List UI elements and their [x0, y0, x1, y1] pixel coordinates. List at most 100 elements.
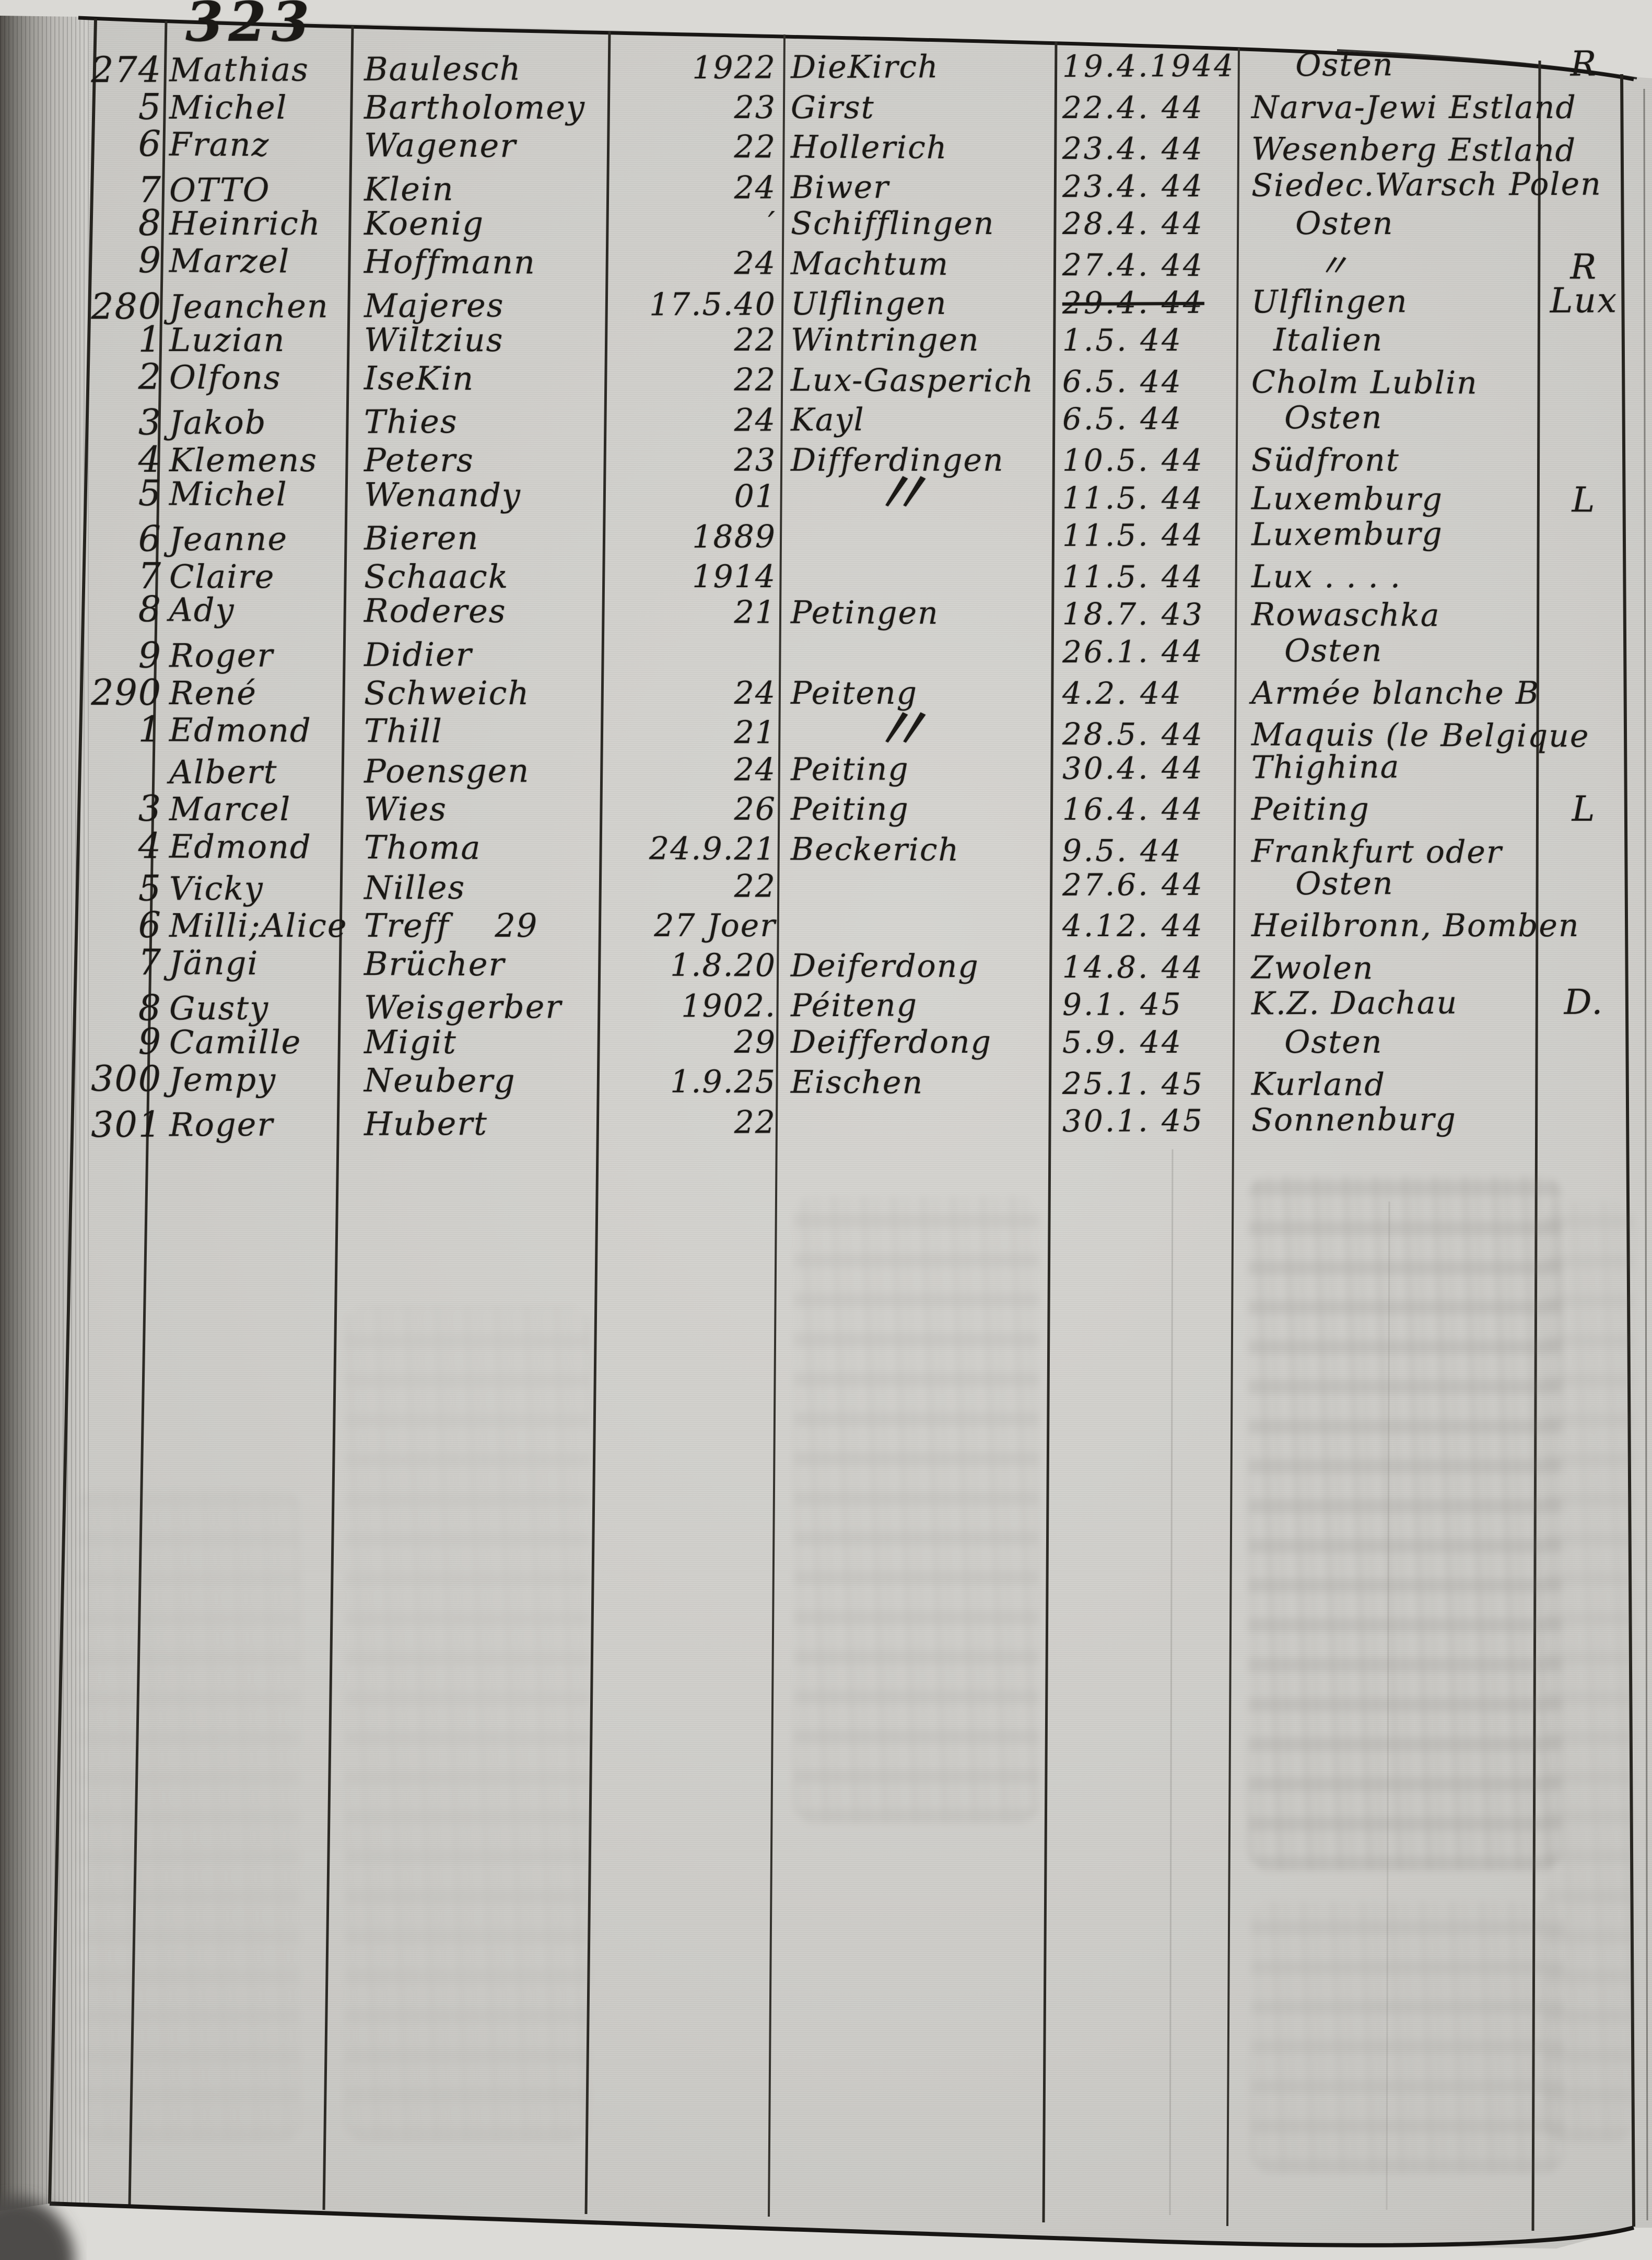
cell-entry-number: 6: [138, 123, 162, 165]
cell-place: Petingen: [790, 595, 939, 632]
cell-destination: Luxemburg: [1251, 516, 1444, 553]
cell-place: Schifflingen: [791, 205, 995, 242]
cell-first-name: Michel: [169, 88, 288, 126]
register-row: 290 René Schweich 24 Peiteng 4.2. 44 Arm…: [0, 672, 1652, 714]
register-row: 3 Jakob Thies 24 Kayl 6.5. 44 Osten: [0, 395, 1652, 445]
column-rule-date: [1226, 48, 1240, 2227]
cell-entry-number: [57, 751, 162, 752]
register-row: Albert Poensgen 24 Peiting 30.4. 44 Thig…: [0, 745, 1652, 794]
cell-last-name: Roderes: [364, 591, 507, 631]
cell-place: Ulflingen: [790, 285, 947, 322]
cell-departure-date: 16.4. 44: [1062, 791, 1204, 828]
cell-last-name: IseKin: [364, 358, 475, 398]
cell-first-name: Heinrich: [169, 204, 321, 243]
cell-last-name: Schaack: [364, 557, 509, 596]
column-rule-place: [1042, 41, 1058, 2223]
cell-place: Péiteng: [790, 987, 918, 1024]
cell-last-name: Bartholomey: [364, 88, 586, 126]
cell-destination: Sonnenburg: [1251, 1101, 1457, 1139]
cell-first-name: Michel: [169, 474, 288, 514]
cell-birth-year: 23: [734, 442, 776, 479]
cell-first-name: Luzian: [169, 321, 286, 359]
cell-entry-number: 7: [138, 555, 162, 597]
cell-birth-year: 22: [734, 322, 776, 359]
cell-departure-date: 5.9. 44: [1062, 1024, 1183, 1060]
register-row: 3 Marcel Wies 26 Peiting 16.4. 44 Peitin…: [0, 788, 1652, 830]
column-rule-number: [128, 20, 168, 2206]
cell-first-name: Edmond: [169, 827, 312, 866]
cell-entry-number: 4: [138, 825, 162, 867]
cell-birth-year: 1.9.25: [670, 1063, 777, 1101]
column-rule-right-border: [1620, 74, 1635, 2227]
cell-birth-year: 22: [734, 362, 777, 399]
cell-last-name: Wenandy: [364, 475, 522, 515]
cell-last-name: Bieren: [364, 519, 479, 558]
cell-birth-year: 21: [734, 714, 777, 751]
cell-departure-date: 11.5. 44: [1062, 558, 1204, 595]
cell-departure-date: 18.7. 43: [1062, 596, 1204, 633]
cell-first-name: Jängi: [169, 943, 259, 983]
cell-destination: Thighina: [1251, 749, 1400, 786]
page-top-margin: [0, 0, 1652, 78]
column-rule-birth: [768, 34, 786, 2217]
cell-entry-number: 6: [138, 518, 162, 560]
cell-place: Biwer: [790, 169, 889, 206]
cell-first-name: Jakob: [169, 403, 267, 442]
cell-first-name: René: [169, 673, 257, 712]
table-bottom-border: [49, 2201, 1635, 2247]
cell-place: Eischen: [790, 1064, 924, 1101]
page-edge-line: [1643, 88, 1648, 2221]
cell-place: Lux-Gasperich: [790, 362, 1035, 400]
cell-place: Kayl: [790, 402, 865, 439]
cell-birth-year: 21: [734, 594, 777, 631]
cell-place: Peiting: [791, 791, 909, 828]
table-top-border: [78, 16, 1634, 81]
register-row: 7 Claire Schaack 1914 11.5. 44 Lux . . .…: [0, 556, 1652, 598]
cell-entry-number: 301: [91, 1104, 162, 1146]
cell-last-name: Wiltzius: [364, 321, 504, 359]
cell-birth-year: 1889: [692, 518, 777, 556]
cell-last-name: Migit: [364, 1023, 457, 1061]
cell-departure-date: 6.5. 44: [1062, 401, 1184, 437]
cell-place: Machtum: [790, 245, 950, 283]
cell-region-letter: L: [1572, 789, 1596, 830]
cell-region-letter: Lux: [1550, 279, 1618, 321]
cell-departure-date: 6.5. 44: [1062, 363, 1184, 400]
cell-last-name: Thies: [364, 402, 458, 441]
cell-birth-year: 24: [734, 751, 777, 788]
cell-entry-number: 9: [138, 635, 162, 677]
cell-entry-number: 290: [91, 672, 162, 714]
cell-departure-date: 29.4. 44: [1062, 284, 1204, 321]
crease-line: [1169, 1149, 1174, 2216]
register-rows: 274 Mathias Baulesch 1922 DieKirch 19.4.…: [0, 43, 1652, 1146]
register-row: 274 Mathias Baulesch 1922 DieKirch 19.4.…: [0, 43, 1652, 92]
cell-birth-year: 24: [734, 402, 777, 439]
cell-entry-number: 9: [138, 240, 162, 282]
cell-place: Deiferdong: [790, 947, 979, 985]
cell-departure-date: 27.6. 44: [1062, 866, 1204, 903]
cell-first-name: Milli;Alice: [169, 906, 348, 945]
register-row: 5 Vicky Nilles 22 27.6. 44 Osten: [0, 861, 1652, 911]
register-row: 1 Luzian Wiltzius 22 Wintringen 1.5. 44 …: [0, 319, 1652, 361]
cell-entry-number: 5: [138, 472, 162, 515]
cell-departure-date: 19.4.1944: [1062, 48, 1236, 85]
cell-departure-date: 30.4. 44: [1062, 750, 1204, 786]
cell-place: Hollerich: [790, 129, 948, 167]
cell-birth-year: 22: [734, 129, 777, 166]
cell-birth-year: 1914: [692, 558, 776, 595]
cell-entry-number: 2: [138, 356, 162, 398]
column-rule-destination: [1531, 60, 1541, 2231]
cell-entry-number: 5: [138, 868, 162, 910]
cell-region-letter: R: [1570, 43, 1598, 84]
cell-entry-number: 4: [138, 439, 162, 481]
bottom-left-shadow-blob: [0, 2197, 75, 2260]
column-rule-first-name: [322, 26, 354, 2210]
cell-birth-year: 24: [734, 245, 777, 282]
cell-last-name: Schweich: [364, 673, 530, 712]
cell-departure-date: 26.1. 44: [1062, 633, 1204, 670]
cell-place: Peiteng: [791, 674, 918, 712]
table-top-border-double-stroke: [1337, 49, 1637, 79]
cell-first-name: Jeanne: [169, 519, 288, 558]
